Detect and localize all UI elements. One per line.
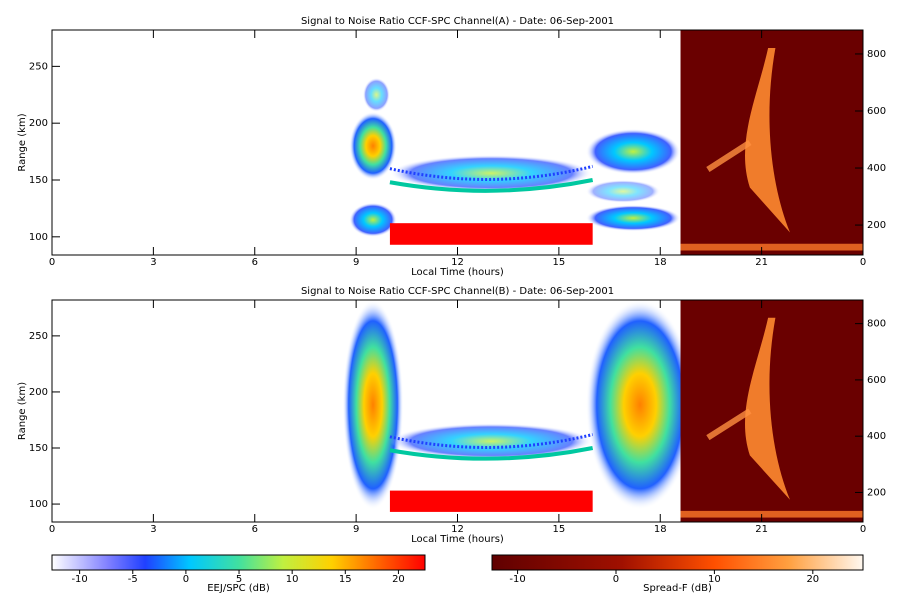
colorbar-tick-label: 0 (183, 574, 189, 585)
x-axis-label: Local Time (hours) (411, 267, 504, 278)
y2-tick-label: 800 (867, 49, 886, 60)
spread-f-streak (706, 139, 752, 173)
echo (389, 155, 593, 192)
spread-f-streak (706, 408, 752, 441)
x-tick-label: 21 (755, 524, 768, 535)
x-tick-label: 6 (252, 257, 258, 268)
colorbar-tick-label: -10 (509, 574, 525, 585)
y-tick-label: 100 (29, 499, 48, 510)
spread-f-plume (745, 317, 791, 500)
x-tick-label: 0 (49, 524, 55, 535)
x-tick-label: 15 (553, 257, 566, 268)
panel-title: Signal to Noise Ratio CCF-SPC Channel(B)… (301, 286, 614, 297)
colorbar-tick-label: 10 (708, 574, 721, 585)
colorbar-tick-label: -5 (128, 574, 138, 585)
y-axis-label: Range (km) (17, 113, 28, 171)
echo-band (389, 433, 594, 449)
colorbar-tick-label: 10 (286, 574, 299, 585)
colorbar-tick-label: 5 (236, 574, 242, 585)
echo (585, 180, 661, 203)
eej-band (389, 490, 593, 512)
x-tick-label: 0 (860, 257, 866, 268)
eej-band (389, 223, 593, 245)
y-tick-label: 100 (29, 232, 48, 243)
y2-tick-label: 400 (867, 431, 886, 442)
y2-tick-label: 400 (867, 163, 886, 174)
colorbar-tick-label: -10 (71, 574, 87, 585)
x-axis-label: Local Time (hours) (411, 534, 504, 545)
x-tick-label: 21 (755, 257, 768, 268)
x-tick-label: 12 (451, 257, 464, 268)
y2-tick-label: 800 (867, 319, 886, 330)
spread-f-base (680, 510, 863, 518)
colorbar-label: EEJ/SPC (dB) (207, 583, 270, 594)
x-tick-label: 15 (553, 524, 566, 535)
heatmap-image (342, 300, 863, 522)
colorbar-tick-label: 0 (613, 574, 619, 585)
y-tick-label: 150 (29, 175, 48, 186)
colorbar-tick-label: 20 (392, 574, 405, 585)
y-tick-label: 250 (29, 331, 48, 342)
x-tick-label: 12 (451, 524, 464, 535)
x-tick-label: 9 (353, 257, 359, 268)
colorbar-label: Spread-F (dB) (643, 583, 712, 594)
spread-f-base (680, 243, 863, 251)
echo (585, 128, 681, 175)
echo-band (389, 446, 594, 461)
y-tick-label: 150 (29, 443, 48, 454)
y-axis-label: Range (km) (17, 382, 28, 440)
colorbar (491, 554, 864, 571)
x-tick-label: 9 (353, 524, 359, 535)
y2-tick-label: 200 (867, 487, 886, 498)
x-tick-label: 18 (654, 524, 667, 535)
colorbar-tick-label: 15 (339, 574, 352, 585)
y-tick-label: 250 (29, 61, 48, 72)
y-tick-label: 200 (29, 387, 48, 398)
echo-band (389, 178, 594, 193)
x-tick-label: 0 (49, 257, 55, 268)
panel-title: Signal to Noise Ratio CCF-SPC Channel(A)… (301, 16, 614, 27)
echo (342, 300, 404, 510)
echo (349, 111, 397, 180)
echo (362, 77, 390, 112)
y2-tick-label: 200 (867, 220, 886, 231)
y-tick-label: 200 (29, 118, 48, 129)
spread-f-plume (745, 48, 791, 233)
echo (585, 300, 695, 510)
x-tick-label: 6 (252, 524, 258, 535)
echo (349, 202, 397, 237)
echo (585, 205, 681, 232)
echo-band (389, 164, 594, 181)
colorbar (51, 554, 426, 571)
colorbar-tick-label: 20 (806, 574, 819, 585)
x-tick-label: 0 (860, 524, 866, 535)
x-tick-label: 3 (150, 257, 156, 268)
echo (389, 423, 593, 460)
x-tick-label: 3 (150, 524, 156, 535)
y2-tick-label: 600 (867, 106, 886, 117)
x-tick-label: 18 (654, 257, 667, 268)
heatmap-image (349, 30, 863, 255)
y2-tick-label: 600 (867, 375, 886, 386)
